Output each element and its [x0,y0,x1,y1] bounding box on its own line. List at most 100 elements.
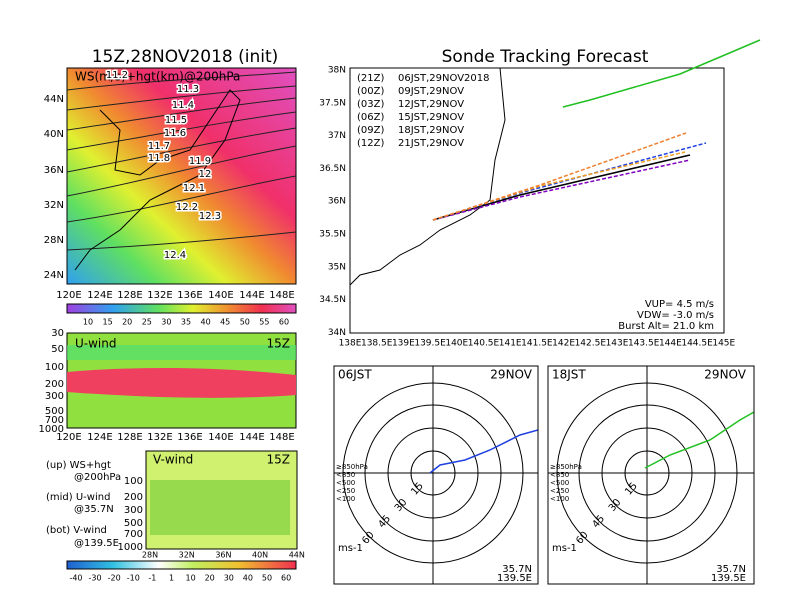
lat-label: 40N [44,129,64,140]
ring-label: 30 [393,497,410,514]
legend-jst: 15JST,29NOV [398,112,464,123]
level-label: 700 [124,529,143,540]
legend-jst: 12JST,29NOV [398,99,464,110]
note: (mid) U-wind [46,492,110,503]
note: @35.7N [74,504,114,515]
stat: Burst Alt= 21.0 km [618,321,714,332]
lat-label: 24N [44,270,64,281]
lat-label: 36.5N [319,164,346,174]
colorbar-label: 10 [186,574,196,583]
lon-label: 120E [56,432,81,443]
lat-label: 38N [328,66,346,76]
lon-label: 139E [392,339,415,349]
hodograph-frame [333,365,539,585]
hodo-time: 18JST [552,368,586,382]
legend-utc: (06Z) [357,112,384,123]
note: @139.5E [74,538,119,549]
contour-label: 11.8 [148,153,170,164]
contour-label: 11.3 [177,84,199,95]
level-legend: <850 [550,471,569,479]
tracking-map [349,67,725,334]
panel-title: 15Z,28NOV2018 (init) [92,47,279,67]
contour-label: 11.5 [165,115,187,126]
colorbar-label: 50 [240,318,250,327]
lon-label: 148E [269,290,294,301]
colorbar-label: 45 [220,318,230,327]
v-colorbar [66,560,297,570]
lon-label: 138.5E [361,339,393,349]
level-label: 200 [124,492,143,503]
lon-label: 128E [117,432,142,443]
level-legend: <250 [550,487,569,495]
contour-label: 11.9 [189,156,211,167]
lat-label: 36N [44,165,64,176]
lon-label: 145E [712,339,735,349]
lat-label: 37.5N [319,98,346,108]
hodograph-rings [334,366,538,584]
level-label: 300 [124,505,143,516]
hodo-location: 35.7N [502,564,532,575]
lon-label: 140E [445,339,468,349]
legend-utc: (21Z) [357,73,384,84]
lon-label: 120E [56,290,81,301]
lat-label: 28N [142,551,158,560]
colorbar-label: 30 [224,574,234,583]
lat-label: 34.5N [319,295,346,305]
legend-jst: 06JST,29NOV2018 [398,73,490,84]
ring-label: 15 [623,481,640,498]
hodo-time: 06JST [338,368,372,382]
panel-label: V-wind [153,453,193,467]
lon-label: 142.5E [575,339,607,349]
lon-label: 124E [87,432,112,443]
lon-label: 136E [177,290,202,301]
level-legend: <100 [336,495,355,503]
hodo-location: 35.7N [716,564,746,575]
level-label: 30 [51,328,64,339]
u-band [67,345,296,360]
colorbar-label: 60 [281,574,291,583]
colorbar-label: 20 [205,574,215,583]
colorbar-label: 20 [122,318,132,327]
level-label: 300 [45,391,64,402]
colorbar-label: 40 [201,318,211,327]
lat-label: 35N [328,262,346,272]
contour-label: 12.1 [183,183,205,194]
height-contours [66,71,297,251]
level-label: 100 [124,476,143,487]
colorbar-label: 25 [142,318,152,327]
sonde-tracks [432,39,761,221]
legend-utc: (00Z) [357,86,384,97]
contour-label: 12 [199,169,212,180]
hodo-unit: ms-1 [338,543,363,554]
legend-jst: 18JST,29NOV [398,125,464,136]
lat-label: 37N [328,131,346,141]
stat: VDW= -3.0 m/s [637,310,714,321]
lon-label: 141.5E [521,339,553,349]
level-legend: <500 [550,479,569,487]
lat-label: 36N [215,551,231,560]
hodo-location: 139.5E [711,573,746,584]
legend-utc: (03Z) [357,99,384,110]
v-band [150,480,290,535]
lon-label: 144E [659,339,682,349]
level-legend: <500 [336,479,355,487]
level-label: 500 [45,406,64,417]
coastline [349,67,506,286]
panel-label: U-wind [75,337,116,351]
note: @200hPa [74,472,121,483]
panel-time: 15Z [267,337,291,351]
ring-label: 30 [607,497,624,514]
contour-label: 12.2 [176,202,198,213]
level-legend: ≥850hPa [550,463,582,471]
panel-title: Sonde Tracking Forecast [442,47,649,67]
level-legend: <850 [336,471,355,479]
lon-label: 124E [87,290,112,301]
colorbar-label: -20 [108,574,121,583]
colorbar-label: 55 [259,318,269,327]
lat-label: 36N [328,197,346,207]
colorbar-label: 35 [181,318,191,327]
note: (up) WS+hgt [46,460,111,471]
lon-label: 142E [552,339,575,349]
level-label: 700 [45,415,64,426]
